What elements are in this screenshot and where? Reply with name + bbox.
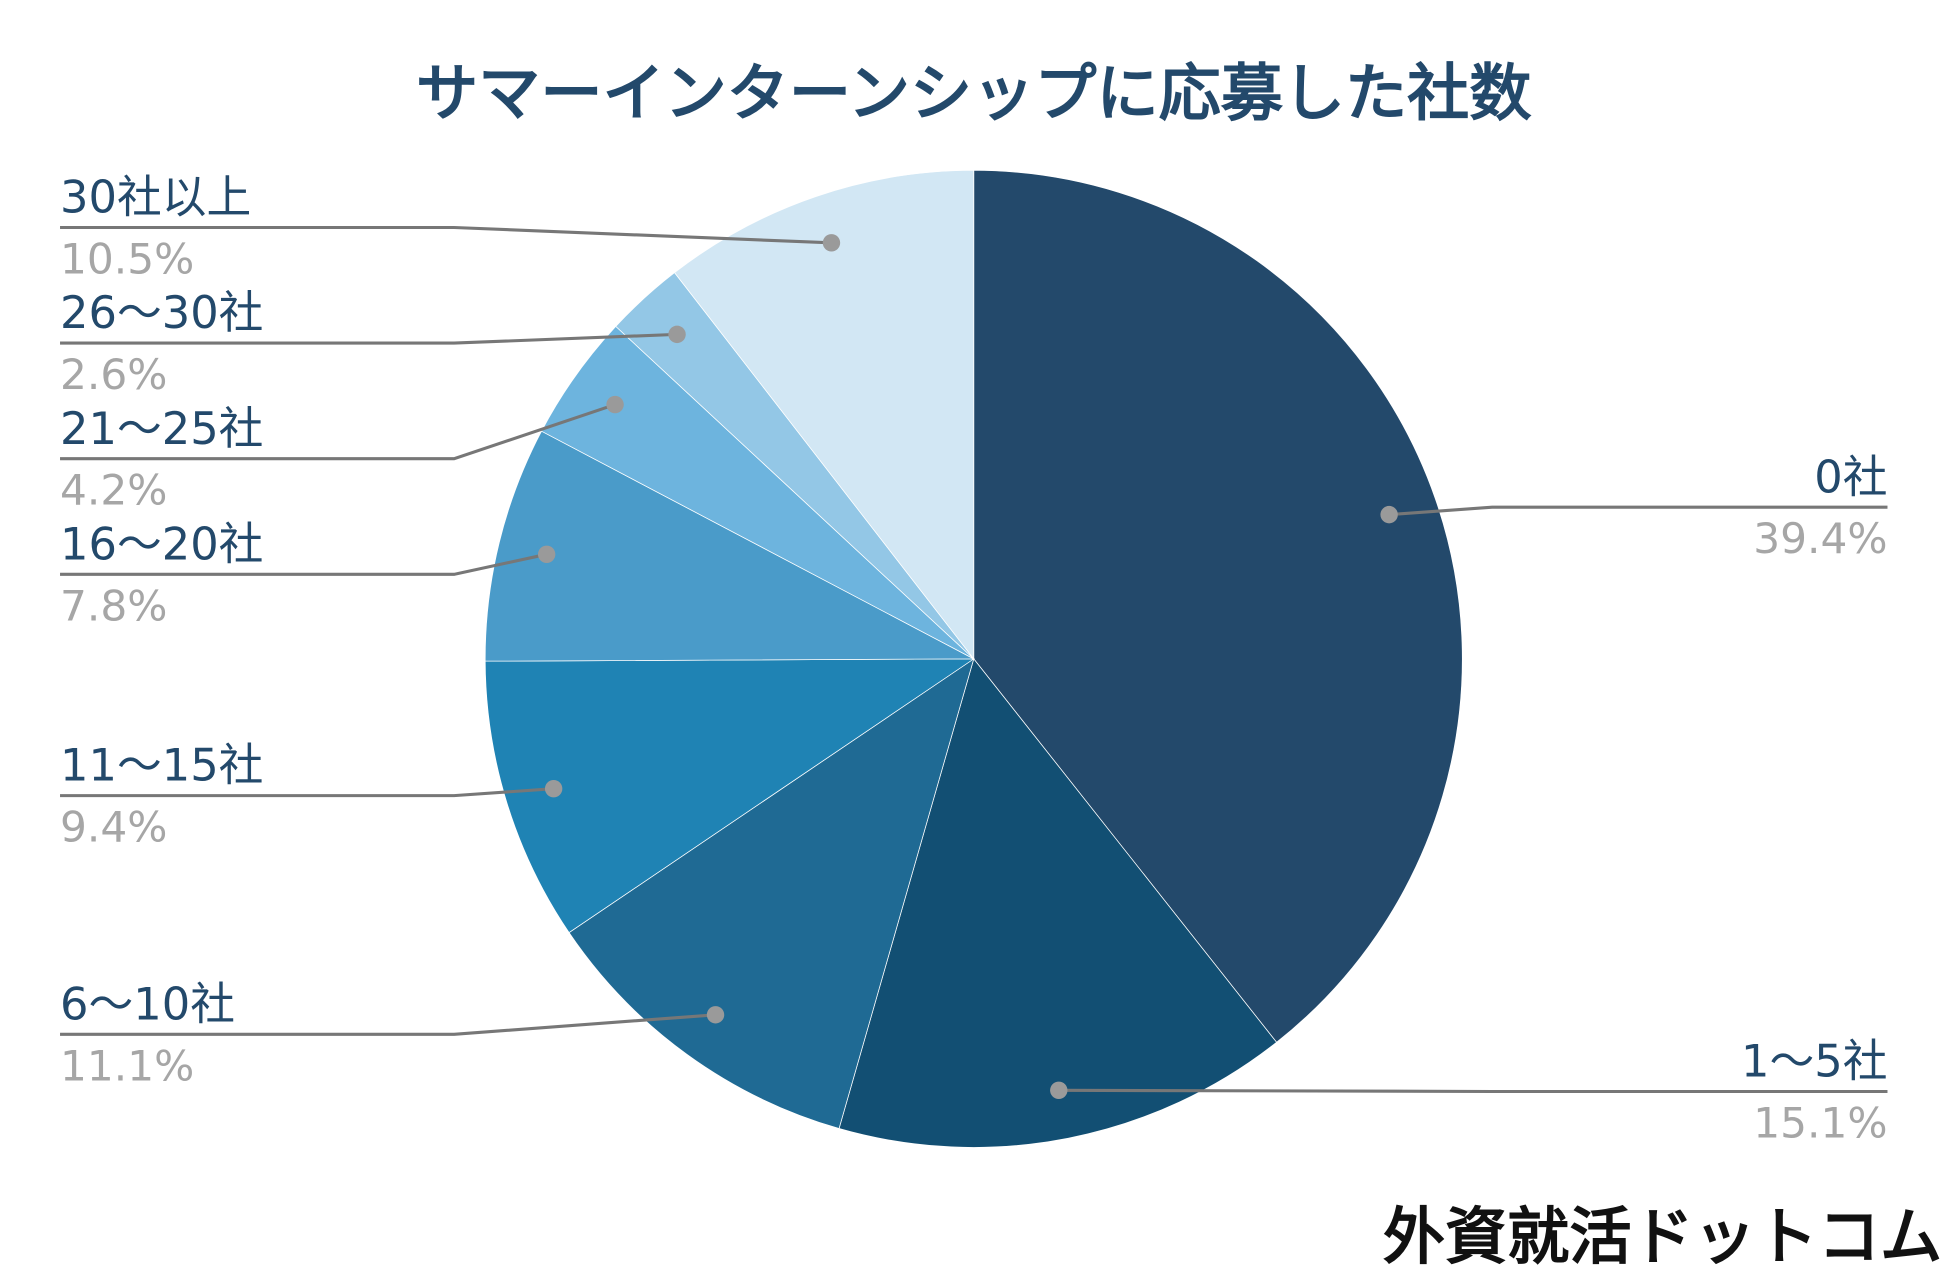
leader-line (60, 332, 678, 345)
leader-dot (1380, 505, 1398, 524)
leader-dot (537, 545, 556, 564)
leader-line (1058, 1088, 1888, 1094)
value-label: 9.4% (60, 803, 167, 852)
leader-line (60, 1013, 716, 1036)
value-label: 2.6% (60, 350, 167, 399)
pie-slice (674, 169, 975, 660)
leader-dot (1050, 1081, 1068, 1099)
watermark: 外資就活ドットコム (1383, 1200, 1942, 1273)
slice-label: 16～20社 (60, 517, 263, 570)
leader-line (60, 225, 832, 245)
value-label: 39.4% (1753, 514, 1887, 563)
pie-slice (484, 430, 974, 662)
leader-dot (606, 395, 624, 414)
slice-label: 26～30社 (60, 286, 263, 339)
value-label: 11.1% (60, 1041, 194, 1090)
slice-label: 6～10社 (60, 977, 235, 1030)
pie-slice (838, 658, 1278, 1148)
leader-line (1389, 505, 1888, 517)
leader-dot (668, 325, 686, 344)
pie-slice (568, 657, 975, 1129)
leader-line (60, 787, 554, 798)
pie-slice (973, 169, 1463, 1043)
slice-label: 11～15社 (60, 739, 263, 792)
leader-dot (822, 234, 841, 252)
leader-line (60, 403, 616, 461)
leader-dot (544, 780, 563, 798)
value-label: 15.1% (1753, 1098, 1887, 1147)
leader-line (60, 552, 547, 576)
slice-label: 0社 (1814, 450, 1887, 503)
slice-label: 21～25社 (60, 402, 263, 455)
chart-title: サマーインターンシップに応募した社数 (416, 56, 1532, 129)
pie-slice (484, 658, 975, 934)
value-label: 7.8% (60, 581, 167, 630)
slice-label: 1～5社 (1741, 1035, 1887, 1088)
value-label: 10.5% (60, 234, 194, 283)
slice-label: 30社以上 (60, 171, 251, 224)
value-label: 4.2% (60, 466, 167, 515)
leader-dot (706, 1006, 725, 1024)
